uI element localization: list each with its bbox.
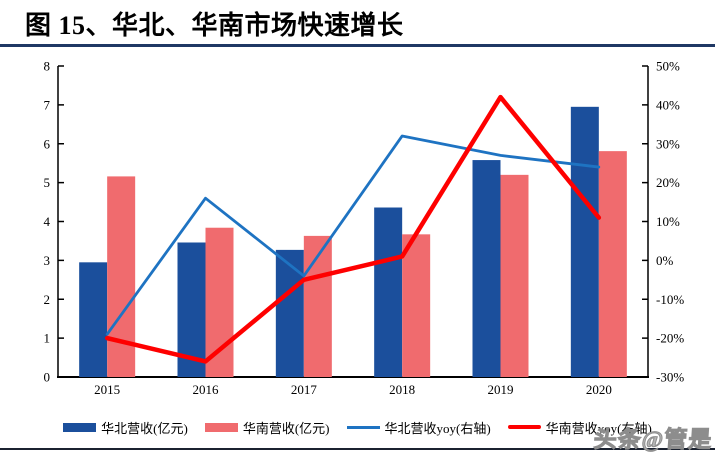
south-yoy-line-swatch-icon <box>507 425 541 429</box>
legend-label: 华南营收yoy(右轴) <box>545 420 652 436</box>
south-revenue-bar-2020 <box>598 151 627 377</box>
combo-chart: 0 1 2 3 4 5 6 7 8 -30% -20% -10% 0% 10% 20% 30% 40% 50% 20… <box>44 59 685 398</box>
left-axis-tick-label: 8 <box>44 59 51 74</box>
right-axis-tick-label: -10% <box>656 292 684 307</box>
left-axis-tick-label: 5 <box>44 175 51 190</box>
north-yoy-line <box>105 134 601 336</box>
x-axis-label-2020: 2020 <box>586 382 612 397</box>
right-axis-tick-label: 40% <box>656 97 680 112</box>
chart-legend: 华北营收(亿元) 华南营收(亿元) 华北营收yoy(右轴) 华南营收yoy(右轴… <box>0 416 715 438</box>
left-axis-tick-label: 6 <box>44 136 51 151</box>
legend-item-south-yoy: 华南营收yoy(右轴) <box>507 418 652 437</box>
south-revenue-bar-2015 <box>107 176 136 377</box>
x-axis-label-2018: 2018 <box>389 382 415 397</box>
left-axis-tick-label: 4 <box>44 214 51 229</box>
right-axis-tick-label: -30% <box>656 370 684 385</box>
legend-label: 华北营收yoy(右轴) <box>384 420 491 436</box>
north-revenue-bar-2020 <box>570 106 599 377</box>
south-revenue-bar-swatch-icon <box>204 422 238 432</box>
x-axis-label-2015: 2015 <box>94 382 120 397</box>
legend-label: 华北营收(亿元) <box>101 420 188 436</box>
chart-title: 图 15、华北、华南市场快速增长 <box>25 11 404 40</box>
right-axis-tick-label: -20% <box>656 331 684 346</box>
south-revenue-bar-2017 <box>303 235 332 377</box>
x-axis-label-2017: 2017 <box>291 382 318 397</box>
right-axis-tick-label: 20% <box>656 175 680 190</box>
left-axis-tick-label: 0 <box>44 370 51 385</box>
north-revenue-bar-2017 <box>275 249 304 377</box>
x-axis-label-2016: 2016 <box>193 382 220 397</box>
legend-item-north-yoy: 华北营收yoy(右轴) <box>346 418 491 437</box>
legend-item-south-revenue: 华南营收(亿元) <box>204 418 330 437</box>
south-yoy-line <box>104 94 602 364</box>
right-axis-tick-label: 30% <box>656 136 680 151</box>
south-revenue-bar-2018 <box>402 234 431 377</box>
left-axis-tick-label: 2 <box>44 292 51 307</box>
north-revenue-bar-swatch-icon <box>63 422 97 432</box>
legend-item-north-revenue: 华北营收(亿元) <box>63 418 188 437</box>
south-revenue-bar-2016 <box>205 227 234 377</box>
south-revenue-bar-2019 <box>500 174 529 377</box>
north-revenue-bar-2019 <box>472 160 501 377</box>
bottom-divider <box>0 448 715 450</box>
toutiao-watermark: 头条@管是 <box>592 427 713 453</box>
left-axis-tick-label: 1 <box>44 331 51 346</box>
north-revenue-bar-2015 <box>79 262 108 377</box>
legend-label: 华南营收(亿元) <box>242 420 330 436</box>
right-axis-tick-label: 10% <box>656 214 680 229</box>
right-axis-tick-label: 0% <box>656 253 674 268</box>
north-yoy-line-swatch-icon <box>346 425 380 429</box>
x-axis-label-2019: 2019 <box>488 382 514 397</box>
left-axis-tick-label: 7 <box>44 97 51 112</box>
right-axis-tick-label: 50% <box>656 59 680 74</box>
title-underline <box>0 44 715 47</box>
north-revenue-bar-2018 <box>374 207 403 377</box>
left-axis-tick-label: 3 <box>44 253 51 268</box>
